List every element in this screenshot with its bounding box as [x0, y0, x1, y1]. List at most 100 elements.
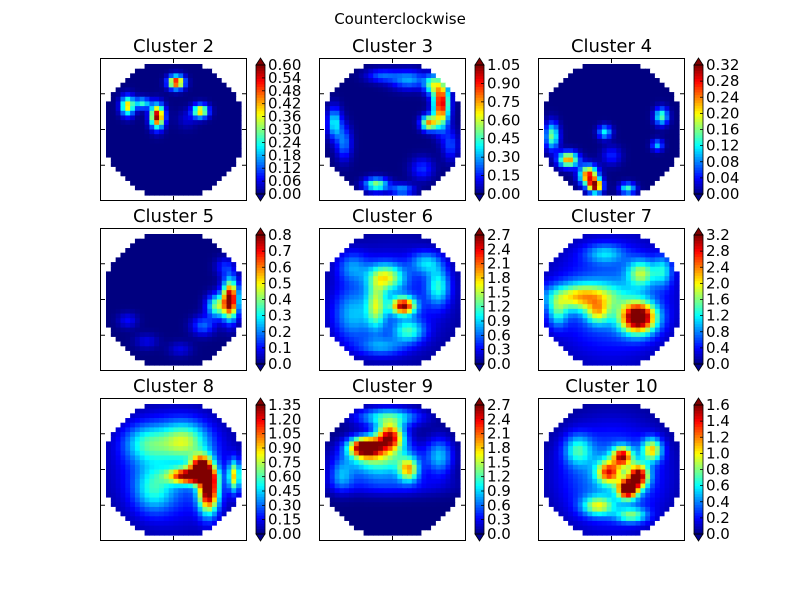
- heatmap-cell: [344, 101, 350, 107]
- heatmap-cell: [226, 332, 232, 338]
- heatmap-cell: [597, 166, 603, 173]
- heatmap-cell: [411, 162, 418, 168]
- heatmap-cell: [226, 120, 232, 126]
- heatmap-cell: [168, 152, 175, 159]
- heatmap-cell: [426, 360, 432, 366]
- heatmap-cell: [130, 355, 136, 361]
- colorbar-segment: [694, 188, 703, 192]
- heatmap-cell: [645, 138, 651, 145]
- heatmap-cell: [406, 152, 413, 159]
- heatmap-cell: [130, 82, 136, 88]
- heatmap-cell: [601, 294, 608, 301]
- heatmap-cell: [587, 234, 593, 240]
- heatmap-cell: [154, 318, 160, 324]
- heatmap-cell: [192, 313, 199, 319]
- heatmap-cell: [368, 248, 374, 254]
- heatmap-cell: [207, 82, 213, 88]
- heatmap-cell: [548, 180, 555, 187]
- colorbar-segment: [475, 148, 484, 152]
- heatmap-cell: [236, 257, 242, 263]
- heatmap-cell: [159, 157, 165, 163]
- heatmap-cell: [363, 176, 369, 182]
- heatmap-cell: [110, 162, 117, 168]
- heatmap-cell: [397, 304, 403, 310]
- colorbar-segment: [475, 251, 484, 255]
- heatmap-cell: [669, 285, 675, 291]
- heatmap-cell: [329, 120, 336, 126]
- heatmap-cell: [197, 280, 204, 287]
- heatmap-cell: [577, 134, 584, 140]
- heatmap-cell: [553, 166, 560, 173]
- heatmap-cell: [601, 176, 608, 182]
- heatmap-cell: [625, 238, 632, 244]
- heatmap-cell: [450, 350, 456, 357]
- heatmap-cell: [325, 176, 331, 182]
- heatmap-cell: [397, 152, 403, 159]
- heatmap-cell: [197, 152, 204, 159]
- heatmap-cell: [601, 308, 608, 315]
- heatmap-cell: [163, 294, 170, 301]
- heatmap-cell: [363, 166, 369, 173]
- heatmap-cell: [120, 166, 126, 173]
- heatmap-cell: [163, 360, 170, 366]
- heatmap-cell: [187, 166, 194, 173]
- heatmap-cell: [645, 101, 651, 107]
- heatmap-cell: [344, 248, 350, 254]
- heatmap-cell: [378, 318, 384, 324]
- heatmap-cell: [187, 257, 194, 263]
- heatmap-cell: [450, 308, 456, 315]
- heatmap-cell: [221, 115, 228, 121]
- heatmap-cell: [159, 64, 165, 70]
- heatmap-cell: [548, 110, 555, 117]
- heatmap-cell: [168, 134, 175, 140]
- heatmap-cell: [392, 64, 398, 70]
- heatmap-cell: [435, 138, 442, 145]
- heatmap-cell: [455, 185, 461, 191]
- heatmap-cell: [640, 248, 646, 254]
- heatmap-cell: [216, 332, 223, 338]
- heatmap-cell: [163, 332, 170, 338]
- heatmap-cell: [334, 78, 341, 84]
- heatmap-cell: [406, 176, 413, 182]
- heatmap-cell: [664, 152, 670, 159]
- heatmap-cell: [207, 180, 213, 187]
- heatmap-cell: [144, 101, 150, 107]
- heatmap-cell: [115, 257, 122, 263]
- heatmap-cell: [387, 96, 394, 103]
- heatmap-cell: [664, 185, 670, 191]
- heatmap-cell: [325, 355, 331, 361]
- heatmap-cell: [192, 143, 199, 149]
- heatmap-cell: [630, 234, 637, 240]
- heatmap-cell: [572, 124, 579, 131]
- heatmap-cell: [187, 322, 194, 329]
- heatmap-cell: [431, 257, 437, 263]
- heatmap-cell: [450, 285, 456, 291]
- heatmap-cell: [139, 124, 146, 131]
- heatmap-cell: [669, 299, 675, 305]
- heatmap-cell: [139, 171, 146, 177]
- heatmap-cell: [163, 129, 170, 135]
- heatmap-cell: [597, 162, 603, 168]
- heatmap-cell: [435, 327, 442, 333]
- heatmap-cell: [216, 68, 223, 74]
- heatmap-cell: [216, 290, 223, 296]
- heatmap-cell: [664, 327, 670, 333]
- heatmap-cell: [334, 252, 341, 258]
- heatmap-cell: [368, 64, 374, 70]
- heatmap-cell: [349, 110, 355, 117]
- heatmap-cell: [363, 64, 369, 70]
- heatmap-cell: [154, 285, 160, 291]
- heatmap-cell: [597, 332, 603, 338]
- heatmap-cell: [334, 262, 341, 268]
- heatmap-cell: [621, 157, 627, 163]
- heatmap-cell: [392, 271, 398, 277]
- heatmap-cell: [669, 276, 675, 282]
- heatmap-cell: [197, 82, 204, 88]
- heatmap-cell: [221, 166, 228, 173]
- heatmap-cell: [397, 64, 403, 70]
- heatmap-cell: [645, 313, 651, 319]
- heatmap-cell: [202, 294, 208, 301]
- heatmap-cell: [207, 73, 213, 79]
- heatmap-cell: [558, 238, 564, 244]
- heatmap-cell: [130, 266, 136, 273]
